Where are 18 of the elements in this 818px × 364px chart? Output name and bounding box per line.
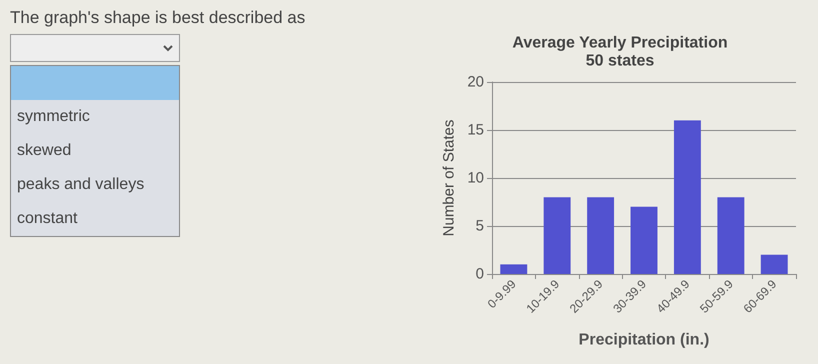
y-tick-label: 15 xyxy=(467,122,484,138)
dropdown-list: symmetric skewed peaks and valleys constant xyxy=(10,65,180,237)
x-axis-title: Precipitation (in.) xyxy=(578,332,710,348)
y-tick-label: 5 xyxy=(476,218,484,234)
bar xyxy=(500,264,528,274)
y-tick-label: 10 xyxy=(467,170,484,186)
y-axis-title: Number of States xyxy=(440,120,458,236)
y-tick-label: 20 xyxy=(467,74,484,90)
chart-subtitle: 50 states xyxy=(586,52,654,70)
bar xyxy=(630,206,658,274)
bar xyxy=(544,197,571,274)
text: The graph's shape is best described as xyxy=(10,8,306,28)
bar xyxy=(674,120,701,274)
bar xyxy=(760,254,788,274)
bar xyxy=(587,197,614,274)
y-tick-label: 0 xyxy=(476,266,484,282)
chart-title: Average Yearly Precipitation xyxy=(512,34,728,52)
bar xyxy=(717,197,744,274)
